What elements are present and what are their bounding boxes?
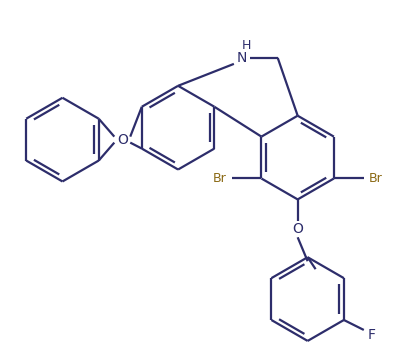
Text: O: O — [117, 133, 128, 147]
Text: H: H — [242, 40, 251, 52]
Text: F: F — [368, 328, 376, 342]
Text: Br: Br — [213, 172, 226, 185]
Text: O: O — [292, 222, 303, 236]
Text: N: N — [237, 51, 247, 65]
Text: Br: Br — [369, 172, 382, 185]
